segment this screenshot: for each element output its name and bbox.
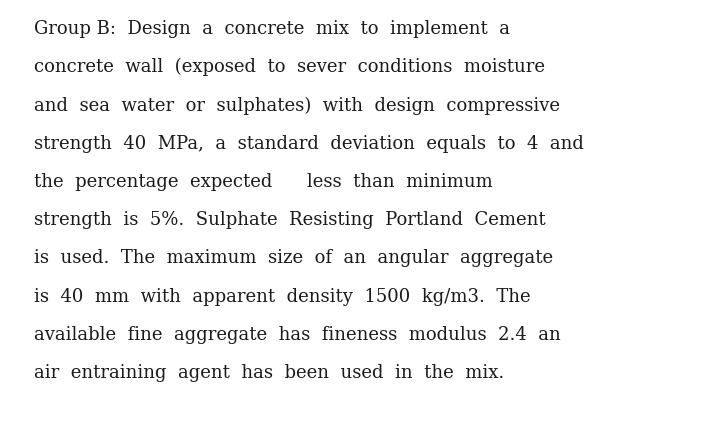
Text: is  used.  The  maximum  size  of  an  angular  aggregate: is used. The maximum size of an angular … — [34, 249, 553, 268]
Text: available  fine  aggregate  has  fineness  modulus  2.4  an: available fine aggregate has fineness mo… — [34, 326, 560, 344]
Text: the  percentage  expected      less  than  minimum: the percentage expected less than minimu… — [34, 173, 493, 191]
Text: strength  is  5%.  Sulphate  Resisting  Portland  Cement: strength is 5%. Sulphate Resisting Portl… — [34, 211, 546, 229]
Text: is  40  mm  with  apparent  density  1500  kg/m3.  The: is 40 mm with apparent density 1500 kg/m… — [34, 288, 530, 306]
Text: concrete  wall  (exposed  to  sever  conditions  moisture: concrete wall (exposed to sever conditio… — [34, 58, 545, 76]
Text: air  entraining  agent  has  been  used  in  the  mix.: air entraining agent has been used in th… — [34, 364, 504, 382]
Text: and  sea  water  or  sulphates)  with  design  compressive: and sea water or sulphates) with design … — [34, 96, 560, 114]
Text: Group B:  Design  a  concrete  mix  to  implement  a: Group B: Design a concrete mix to implem… — [34, 20, 510, 38]
Text: strength  40  MPa,  a  standard  deviation  equals  to  4  and: strength 40 MPa, a standard deviation eq… — [34, 135, 584, 153]
